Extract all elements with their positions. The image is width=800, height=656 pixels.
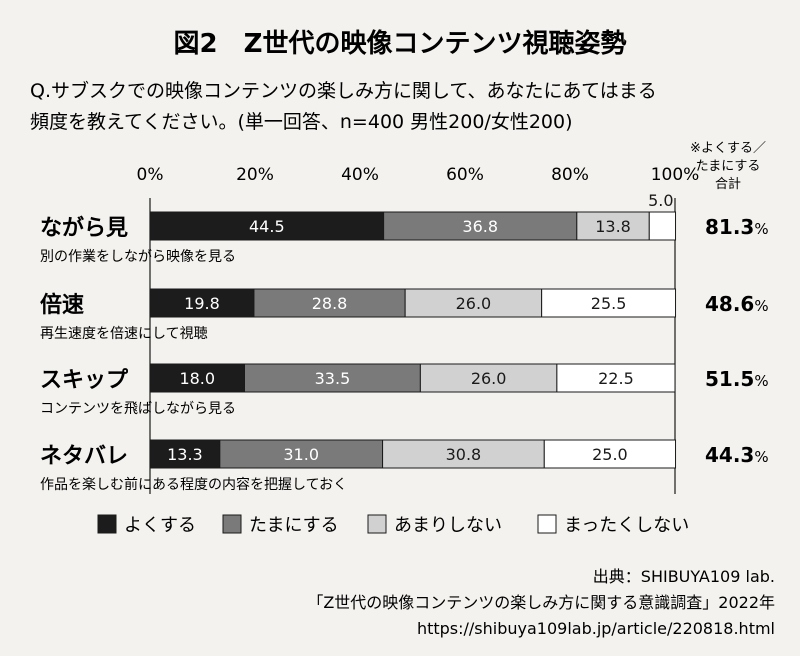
- total-percent-sign: %: [754, 220, 768, 238]
- category-description: 別の作業をしながら映像を見る: [40, 249, 236, 265]
- chart-title: 図2 Z世代の映像コンテンツ視聴姿勢: [174, 29, 627, 59]
- category-description: 作品を楽しむ前にある程度の内容を把握しておく: [40, 476, 347, 493]
- data-label: 19.8: [184, 294, 220, 313]
- total-number: 44.3: [705, 443, 754, 467]
- data-label: 26.0: [456, 294, 492, 313]
- total-value: 51.5%: [705, 367, 769, 391]
- bar-segment: [404, 288, 543, 318]
- question-line-2: 頻度を教えてください。(単一回答、n=400 男性200/女性200): [30, 111, 573, 133]
- total-header-line-2: たまにする: [696, 159, 761, 174]
- bar-segment: [556, 363, 676, 393]
- total-header-line-1: ※よくする／: [690, 141, 766, 156]
- bar-segment: [149, 363, 245, 393]
- data-label: 44.5: [249, 217, 285, 236]
- bar-segment: [383, 211, 578, 241]
- totals: 81.3%48.6%51.5%44.3%: [705, 215, 769, 467]
- category-labels: ながら見別の作業をしながら映像を見る倍速再生速度を倍速にして視聴スキップコンテン…: [40, 215, 347, 493]
- x-tick-label: 80%: [551, 165, 589, 185]
- data-label: 18.0: [179, 369, 215, 388]
- total-percent-sign: %: [754, 448, 768, 466]
- data-label: 5.0: [648, 191, 673, 210]
- x-tick-label: 20%: [236, 165, 274, 185]
- total-number: 48.6: [705, 292, 754, 316]
- source-line-2: 「Z世代の映像コンテンツの楽しみ方に関する意識調査」2022年: [307, 593, 775, 612]
- total-value: 81.3%: [705, 215, 769, 239]
- data-label: 33.5: [315, 369, 351, 388]
- category-name: ネタバレ: [40, 444, 128, 469]
- total-value: 44.3%: [705, 443, 769, 467]
- total-header-line-3: 合計: [715, 176, 741, 192]
- legend-label: たまにする: [249, 515, 339, 536]
- bar-segment: [149, 211, 385, 241]
- category-name: 倍速: [40, 292, 84, 318]
- bar-segment: [576, 211, 650, 241]
- data-label: 25.0: [592, 445, 628, 464]
- legend-swatch: [97, 514, 117, 534]
- total-header: ※よくする／ たまにする 合計: [690, 141, 766, 192]
- bar-segment: [543, 439, 677, 469]
- legend-label: あまりしない: [394, 515, 502, 536]
- total-number: 81.3: [705, 215, 754, 239]
- total-value: 48.6%: [705, 292, 769, 316]
- legend-label: まったくしない: [564, 515, 689, 536]
- category-name: スキップ: [40, 368, 129, 393]
- data-label: 22.5: [598, 369, 634, 388]
- question-line-1: Q.サブスクでの映像コンテンツの楽しみ方に関して、あなたにあてはまる: [30, 79, 657, 102]
- x-axis: 0% 20% 40% 60% 80% 100%: [137, 165, 700, 494]
- data-label: 26.0: [471, 369, 507, 388]
- legend-label: よくする: [124, 515, 196, 536]
- legend-swatch: [222, 514, 242, 534]
- source-line-3: https://shibuya109lab.jp/article/220818.…: [417, 619, 775, 638]
- x-tick-label: 40%: [341, 165, 379, 185]
- category-description: 再生速度を倍速にして視聴: [40, 326, 208, 342]
- data-label: 25.5: [591, 294, 627, 313]
- total-percent-sign: %: [754, 372, 768, 390]
- total-number: 51.5: [705, 367, 754, 391]
- bars: 44.5 36.8 13.8 5.0 19.8 28.8 26.0 25.5 18.0 33.5 2…: [149, 191, 677, 469]
- data-label: 28.8: [312, 294, 348, 313]
- data-label: 36.8: [462, 217, 498, 236]
- data-label: 31.0: [283, 445, 319, 464]
- x-tick-label: 100%: [651, 165, 700, 185]
- bar-segment: [382, 439, 545, 469]
- legend: よくする たまにする あまりしない まったくしない: [97, 514, 689, 536]
- source: 出典：SHIBUYA109 lab. 「Z世代の映像コンテンツの楽しみ方に関する…: [307, 567, 775, 638]
- total-percent-sign: %: [754, 297, 768, 315]
- data-label: 13.3: [167, 445, 203, 464]
- bar-segment: [253, 288, 406, 318]
- legend-swatch: [367, 514, 387, 534]
- bar-segment: [219, 439, 384, 469]
- data-label: 13.8: [595, 217, 631, 236]
- source-line-1: 出典：SHIBUYA109 lab.: [593, 567, 775, 586]
- x-tick-label: 0%: [137, 165, 164, 185]
- x-tick-label: 60%: [446, 165, 484, 185]
- bar-segment: [244, 363, 421, 393]
- data-label: 30.8: [446, 445, 482, 464]
- bar-segment: [541, 288, 677, 318]
- category-name: ながら見: [40, 215, 128, 241]
- category-description: コンテンツを飛ばしながら見る: [40, 401, 236, 417]
- legend-swatch: [537, 514, 557, 534]
- bar-segment: [648, 211, 677, 241]
